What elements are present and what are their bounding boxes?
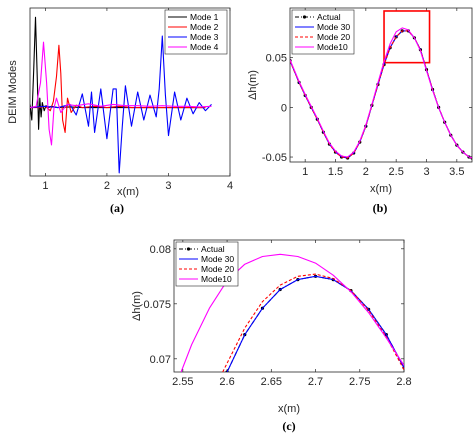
x-axis-label: x(m) bbox=[117, 186, 139, 198]
x-axis-label: x(m) bbox=[370, 183, 392, 195]
x-tick-label: 1 bbox=[42, 180, 48, 192]
x-tick-label: 2.6 bbox=[219, 376, 234, 388]
legend-entry: Mode 3 bbox=[190, 32, 219, 42]
x-tick-label: 2.8 bbox=[396, 376, 411, 388]
series-line-4 bbox=[290, 27, 472, 159]
series-line-3 bbox=[222, 273, 404, 372]
legend-entry: Mode 2 bbox=[190, 22, 219, 32]
series-line-4 bbox=[180, 253, 404, 372]
x-tick-label: 2.75 bbox=[349, 376, 370, 388]
y-axis-label: DEIM Modes bbox=[7, 60, 19, 124]
legend-entry: Actual bbox=[201, 244, 225, 254]
legend-entry: Mode10 bbox=[317, 42, 348, 52]
series-line-2 bbox=[30, 44, 206, 133]
y-tick-label: 0.08 bbox=[150, 244, 171, 256]
panel-letter: (b) bbox=[373, 201, 388, 215]
zoom-highlight-box bbox=[383, 10, 431, 64]
x-tick-label: 2.7 bbox=[308, 376, 323, 388]
x-tick-label: 2.65 bbox=[261, 376, 282, 388]
legend-marker bbox=[302, 15, 307, 19]
chart-panel-3: 2.55 2.6 2.65 2.7 2.75 2.8 0.07 0.075 0.08 Actual… bbox=[131, 239, 412, 433]
y-tick-label: 0.05 bbox=[266, 53, 287, 65]
legend-entry: Actual bbox=[317, 12, 341, 22]
x-tick-label: 2.55 bbox=[172, 376, 193, 388]
x-tick-label: 4 bbox=[227, 180, 233, 192]
x-tick-label: 2 bbox=[104, 180, 110, 192]
x-axis-label: x(m) bbox=[278, 403, 300, 415]
series-line-4 bbox=[30, 41, 212, 146]
y-tick-label: -0.05 bbox=[262, 152, 287, 164]
panel-letter: (c) bbox=[282, 419, 295, 433]
y-axis-label: Δh(m) bbox=[247, 70, 259, 100]
legend-entry: Mode10 bbox=[201, 274, 232, 284]
series-group bbox=[30, 16, 212, 174]
series-line-2 bbox=[226, 275, 404, 372]
series-group bbox=[290, 27, 472, 160]
x-tick-label: 1.5 bbox=[328, 166, 343, 178]
legend-entry: Mode 30 bbox=[201, 254, 234, 264]
legend-entry: Mode 4 bbox=[190, 42, 219, 52]
panel-letter: (a) bbox=[110, 201, 124, 215]
series-group bbox=[180, 253, 404, 372]
x-tick-label: 1 bbox=[302, 166, 308, 178]
x-tick-label: 3 bbox=[423, 166, 429, 178]
y-tick-label: 0.07 bbox=[150, 354, 171, 366]
y-axis-label: Δh(m) bbox=[131, 291, 143, 321]
x-tick-label: 3 bbox=[165, 180, 171, 192]
y-tick-label: 0.075 bbox=[143, 299, 171, 311]
y-tick-label: 0 bbox=[281, 102, 287, 114]
legend-entry: Mode 20 bbox=[317, 32, 350, 42]
legend-marker bbox=[186, 247, 191, 251]
legend-entry: Mode 30 bbox=[317, 22, 350, 32]
x-tick-label: 2 bbox=[363, 166, 369, 178]
x-tick-label: 3.5 bbox=[449, 166, 464, 178]
x-tick-label: 2.5 bbox=[389, 166, 404, 178]
legend-entry: Mode 1 bbox=[190, 12, 219, 22]
legend-entry: Mode 20 bbox=[201, 264, 234, 274]
